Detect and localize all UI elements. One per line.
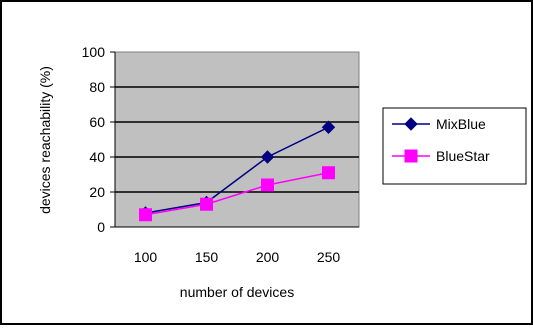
y-tick-label: 80: [89, 79, 105, 95]
series-line: [145, 126, 329, 214]
legend-item-mixblue: MixBlue: [392, 116, 486, 132]
legend-label: BlueStar: [436, 148, 490, 164]
series-layer: [138, 120, 336, 222]
y-axis-label: devices reachability (%): [37, 66, 53, 214]
y-axis-ticks: 0 20 40 60 80 100: [82, 44, 359, 235]
y-tick-label: 100: [82, 44, 106, 60]
data-point: [139, 208, 152, 222]
series-line: [145, 172, 329, 216]
y-tick-label: 0: [97, 219, 105, 235]
data-point: [260, 150, 275, 164]
y-tick-label: 20: [89, 184, 105, 200]
legend: MixBlue BlueStar: [392, 116, 490, 164]
x-tick-label: 150: [195, 249, 219, 265]
data-point: [322, 166, 335, 180]
x-axis-label: number of devices: [180, 284, 294, 300]
data-point: [261, 178, 274, 192]
data-point: [321, 120, 336, 134]
data-point: [200, 197, 213, 211]
legend-marker: [404, 117, 418, 131]
legend-label: MixBlue: [436, 116, 486, 132]
x-axis-ticks: 100 150 200 250: [134, 249, 341, 265]
legend-marker: [404, 149, 418, 163]
x-tick-label: 200: [256, 249, 280, 265]
series-bluestar: [139, 166, 335, 222]
y-tick-label: 60: [89, 114, 105, 130]
x-tick-label: 100: [134, 249, 158, 265]
y-tick-label: 40: [89, 149, 105, 165]
gridlines: [115, 86, 359, 193]
plot-area: [114, 51, 360, 228]
legend-item-bluestar: BlueStar: [392, 148, 490, 164]
x-tick-label: 250: [317, 249, 341, 265]
legend-box: [382, 107, 527, 185]
